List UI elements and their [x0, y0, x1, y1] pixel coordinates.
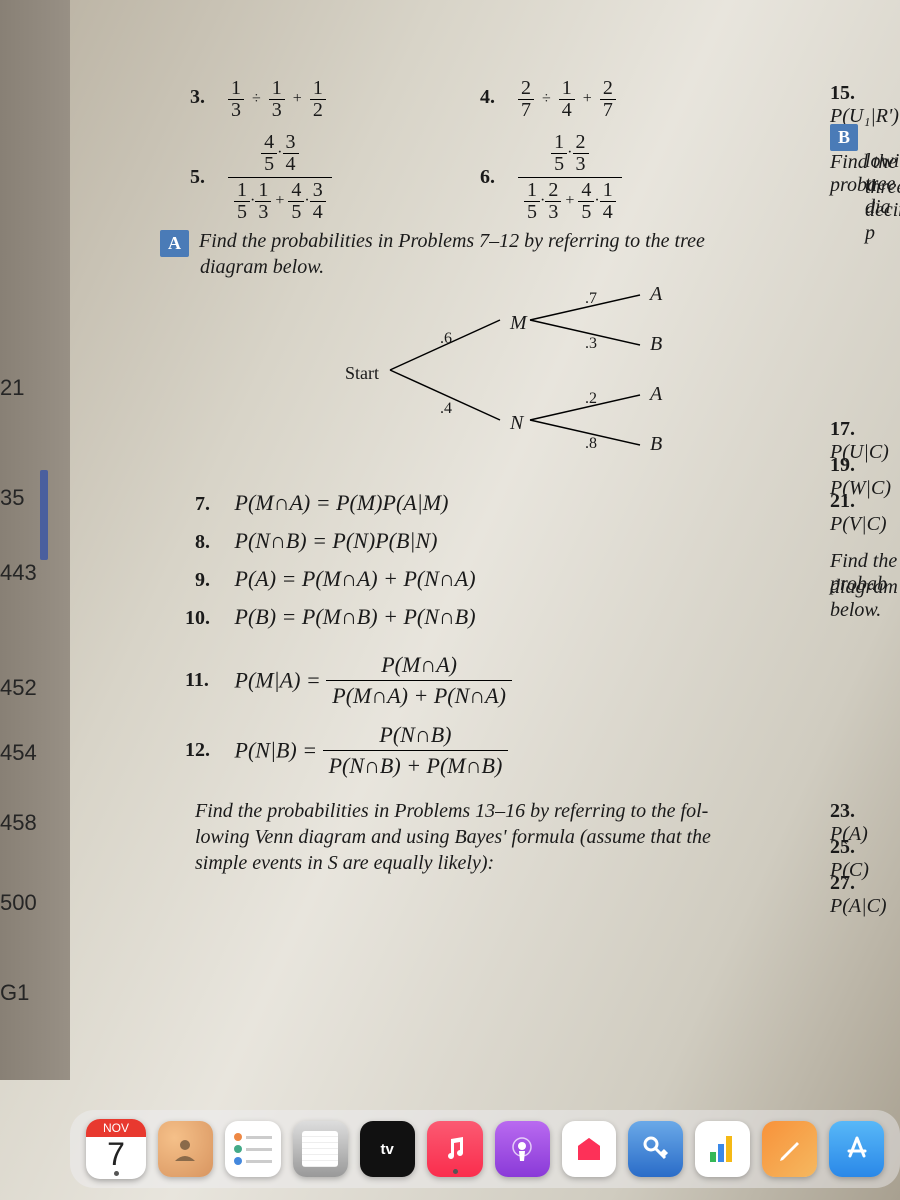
tree-prob: .7	[585, 290, 597, 308]
tree-node-n: N	[510, 412, 523, 435]
tree-node-m: M	[510, 312, 527, 335]
page-label: 35	[0, 485, 24, 511]
problem-8: 8. P(N∩B) = P(N)P(B|N)	[195, 528, 437, 554]
current-page-indicator	[40, 470, 48, 560]
pen-icon	[775, 1134, 805, 1164]
problem-7: 7. P(M∩A) = P(M)P(A|M)	[195, 490, 448, 516]
podcast-icon	[507, 1134, 537, 1164]
macos-dock[interactable]: NOV 7 tv	[70, 1110, 900, 1188]
page-label: 458	[0, 810, 37, 836]
app-running-dot	[453, 1169, 458, 1174]
tree-prob: .6	[440, 330, 452, 348]
photos-app-icon[interactable]	[158, 1121, 213, 1177]
problem-number: 3.	[190, 86, 224, 109]
user-icon	[171, 1135, 199, 1163]
section-badge-a: A	[160, 230, 189, 257]
tree-leaf: A	[650, 383, 662, 406]
problem-12: 12. P(N|B) = P(N∩B) P(N∩B) + P(M∩B)	[185, 720, 508, 781]
page-label: 21	[0, 375, 24, 401]
problem-number: 6.	[480, 166, 514, 189]
textbook-page: 3. 13 ÷ 13 + 12 4. 27 ÷ 14 + 27 5. 45·34…	[100, 0, 900, 1080]
tv-label: tv	[381, 1141, 394, 1158]
problem-11: 11. P(M|A) = P(M∩A) P(M∩A) + P(N∩A)	[185, 650, 512, 711]
tree-diagram	[360, 280, 740, 460]
instruction-text: lowing Venn diagram and using Bayes' for…	[195, 826, 711, 849]
problem-15: 15. P(U₁|R')	[830, 82, 900, 128]
page-label: 452	[0, 675, 37, 701]
problem-5: 5. 45·34 15·13 + 45·34	[190, 130, 332, 225]
problem-21: 21. P(V|C)	[830, 490, 900, 536]
podcasts-app-icon[interactable]	[495, 1121, 550, 1177]
pdf-thumbnail-sidebar: 21 35 443 452 454 458 500 G1	[0, 0, 70, 1080]
page-label: G1	[0, 980, 29, 1006]
app-running-dot	[114, 1171, 119, 1176]
problem-6: 6. 15·23 15·23 + 45·14	[480, 130, 622, 225]
reminders-app-icon[interactable]	[225, 1121, 281, 1177]
problem-3: 3. 13 ÷ 13 + 12	[190, 78, 326, 121]
instruction-text: Find the probabilities in Problems 13–16…	[195, 800, 708, 823]
tree-prob: .8	[585, 435, 597, 453]
appstore-a-icon	[842, 1134, 872, 1164]
calendar-month: NOV	[86, 1119, 146, 1137]
problem-27: 27. P(A|C)	[830, 872, 900, 918]
tree-prob: .4	[440, 400, 452, 418]
appletv-app-icon[interactable]: tv	[360, 1121, 415, 1177]
appstore-app-icon[interactable]	[829, 1121, 884, 1177]
section-a-instruction: A Find the probabilities in Problems 7–1…	[160, 230, 705, 257]
tree-prob: .3	[585, 335, 597, 353]
page-label: 500	[0, 890, 37, 916]
chart-icon	[706, 1132, 740, 1166]
music-note-icon	[441, 1135, 469, 1163]
problem-4: 4. 27 ÷ 14 + 27	[480, 78, 616, 121]
keychain-app-icon[interactable]	[628, 1121, 683, 1177]
calendar-app-icon[interactable]: NOV 7	[86, 1119, 146, 1179]
tree-leaf: B	[650, 433, 662, 456]
tree-leaf: B	[650, 333, 662, 356]
tree-prob: .2	[585, 390, 597, 408]
problem-9: 9. P(A) = P(M∩A) + P(N∩A)	[195, 566, 476, 592]
pages-app-icon[interactable]	[762, 1121, 817, 1177]
calendar-day: 7	[86, 1137, 146, 1172]
problem-number: 5.	[190, 166, 224, 189]
problem-10: 10. P(B) = P(M∩B) + P(N∩B)	[185, 604, 476, 630]
news-icon	[574, 1134, 604, 1164]
instruction-text: diagram below.	[830, 576, 900, 622]
instruction-text: Find the probabilities in Problems 7–12 …	[199, 230, 705, 252]
instruction-text: diagram below.	[200, 256, 324, 279]
problem-number: 4.	[480, 86, 514, 109]
instruction-text: simple events in S are equally likely):	[195, 852, 494, 875]
tree-leaf: A	[650, 283, 662, 306]
tree-start: Start	[345, 363, 379, 384]
home-icon	[641, 1134, 671, 1164]
page-label: 454	[0, 740, 37, 766]
page-label: 443	[0, 560, 37, 586]
news-app-icon[interactable]	[562, 1121, 617, 1177]
notes-app-icon[interactable]	[293, 1121, 348, 1177]
numbers-app-icon[interactable]	[695, 1121, 750, 1177]
instruction-text: three decimal p	[865, 176, 900, 245]
section-badge-b: B	[830, 124, 858, 151]
